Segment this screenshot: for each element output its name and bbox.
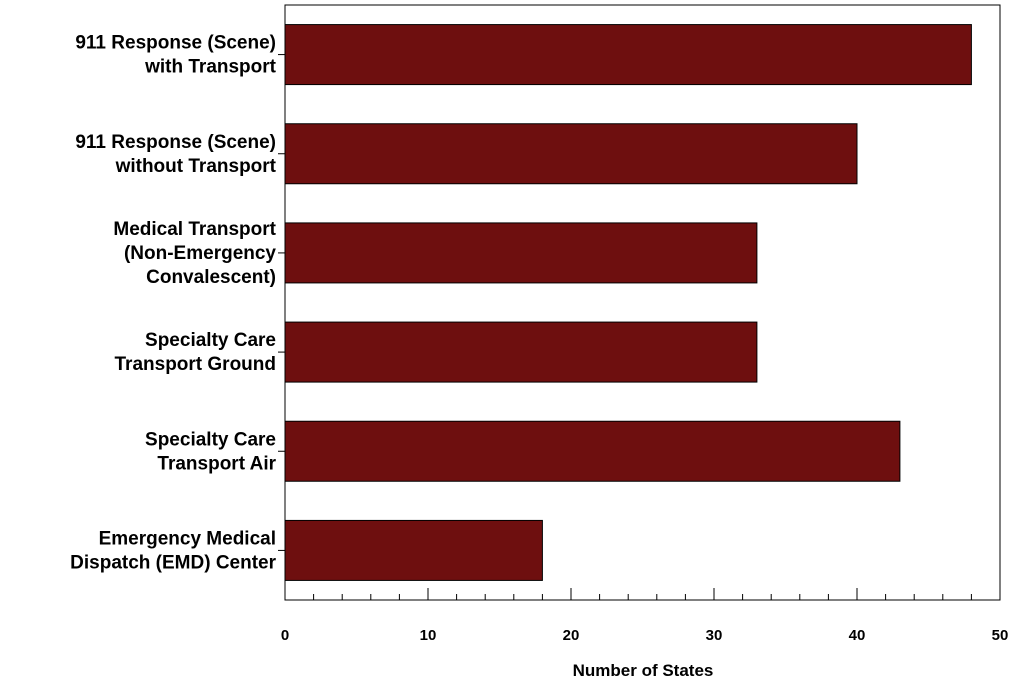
y-category-label-line: (Non-Emergency [124,243,276,264]
x-tick-label: 20 [563,627,580,644]
bar [284,519,543,581]
y-category-label-line: Specialty Care [145,429,276,450]
bar [284,24,972,86]
y-category-label-line: Convalescent) [146,267,276,288]
bar [284,420,901,482]
y-category-label-line: without Transport [115,156,277,177]
y-category-label-line: 911 Response (Scene) [75,132,276,153]
x-tick-label: 50 [992,627,1009,644]
bars-layer [284,24,972,581]
y-category-label-line: Dispatch (EMD) Center [70,552,276,573]
y-category-label-line: Emergency Medical [99,528,276,549]
y-category-label-line: 911 Response (Scene) [75,33,276,54]
bar [284,321,758,383]
y-category-label-line: with Transport [144,57,277,78]
y-category-label: Specialty Care Transport Air [145,429,277,474]
axis-layer [278,4,1001,601]
y-category-label-line: Specialty Care [145,330,276,351]
y-category-label: 911 Response (Scene) without Transport [75,132,276,177]
x-tick-label: 0 [281,627,289,644]
y-category-label-line: Transport Ground [115,354,277,375]
x-axis-title: Number of States [573,661,714,680]
y-category-label: Medical Transport (Non-Emergency Convalesc… [113,219,276,288]
plot-frame [284,4,1001,601]
x-tick-label: 10 [420,627,437,644]
y-category-label: 911 Response (Scene) with Transport [75,33,276,78]
x-tick-label: 40 [849,627,866,644]
bar [284,123,858,185]
y-category-label-line: Transport Air [157,453,276,474]
y-category-label: Specialty Care Transport Ground [115,330,277,375]
y-category-label: Emergency Medical Dispatch (EMD) Center [70,528,276,573]
bar [284,222,758,284]
y-category-label-line: Medical Transport [113,219,276,240]
x-tick-label: 30 [706,627,723,644]
